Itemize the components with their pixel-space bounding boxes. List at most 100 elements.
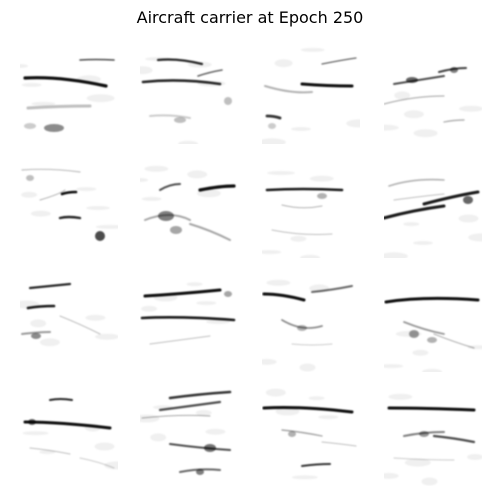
sample-image-11 <box>262 274 360 372</box>
ink-stroke <box>26 304 56 310</box>
ink-stroke <box>384 204 446 220</box>
ink-blob <box>419 431 429 437</box>
ink-blob <box>24 123 36 129</box>
noise-blob <box>22 431 49 436</box>
ink-stroke <box>28 282 72 290</box>
ink-blob <box>409 330 419 338</box>
ink-blob <box>463 196 473 204</box>
sample-image-drawing <box>384 67 482 138</box>
sample-image-13 <box>20 388 118 486</box>
noise-blob <box>346 119 360 128</box>
sample-image-drawing <box>140 165 236 241</box>
ink-stroke <box>384 296 480 304</box>
noise-blob <box>308 396 325 401</box>
noise-blob <box>388 393 413 400</box>
noise-blob <box>21 191 38 198</box>
noise-blob <box>404 458 431 467</box>
noise-blob <box>186 282 203 287</box>
ink-stroke <box>149 335 211 345</box>
sample-image-drawing <box>140 57 232 144</box>
noise-blob <box>384 364 404 369</box>
noise-blob <box>274 59 293 68</box>
noise-blob <box>467 454 482 460</box>
ink-stroke <box>58 215 82 220</box>
ink-blob <box>170 226 182 234</box>
noise-blob <box>86 94 115 103</box>
ink-blob <box>196 469 204 475</box>
ink-stroke <box>393 75 445 85</box>
noise-blob <box>394 91 411 100</box>
ink-blob <box>268 123 276 129</box>
noise-blob <box>95 333 118 340</box>
ink-stroke <box>265 187 344 192</box>
noise-blob <box>178 140 199 144</box>
ink-stroke <box>311 285 353 293</box>
ink-blob <box>158 211 174 221</box>
ink-stroke <box>79 457 115 469</box>
sample-image-14 <box>140 388 238 486</box>
sample-image-5 <box>20 160 118 258</box>
ink-stroke <box>301 463 331 467</box>
ink-blob <box>297 325 307 331</box>
ink-stroke <box>149 114 191 119</box>
ink-stroke <box>168 390 232 400</box>
noise-blob <box>384 472 399 479</box>
sample-image-drawing <box>21 168 118 241</box>
ink-stroke <box>321 57 357 65</box>
noise-blob <box>94 442 115 451</box>
ink-blob <box>95 231 105 241</box>
ink-blob <box>224 291 232 297</box>
ink-blob <box>28 419 36 425</box>
ink-stroke <box>443 119 465 123</box>
ink-stroke <box>143 288 222 298</box>
noise-blob <box>413 129 438 138</box>
ink-stroke <box>388 178 445 187</box>
sample-image-15 <box>262 388 360 486</box>
ink-stroke <box>198 184 236 192</box>
sample-image-8 <box>384 160 482 258</box>
noise-blob <box>141 305 158 312</box>
sample-image-16 <box>384 388 482 486</box>
ink-stroke <box>159 183 181 191</box>
ink-stroke <box>433 333 475 349</box>
noise-blob <box>468 233 482 242</box>
noise-blob <box>76 187 97 192</box>
sample-image-drawing <box>384 393 482 486</box>
noise-blob <box>196 301 217 306</box>
figure-title: Aircraft carrier at Epoch 250 <box>136 8 364 27</box>
noise-blob <box>196 189 221 198</box>
noise-blob <box>384 252 408 258</box>
ink-blob <box>450 67 458 73</box>
noise-blob <box>262 358 277 365</box>
ink-blob <box>44 124 64 132</box>
noise-blob <box>384 124 399 131</box>
noise-blob <box>459 105 482 112</box>
noise-blob <box>413 241 433 245</box>
noise-blob <box>85 314 106 321</box>
noise-blob <box>262 250 282 255</box>
ink-stroke <box>422 190 480 206</box>
ink-stroke <box>59 315 101 335</box>
ink-stroke <box>156 58 204 66</box>
ink-stroke <box>321 441 357 447</box>
ink-stroke <box>79 58 115 61</box>
ink-stroke <box>60 190 78 196</box>
sample-image-drawing <box>262 279 353 372</box>
sample-image-12 <box>384 274 482 372</box>
sample-image-drawing <box>20 58 115 132</box>
ink-blob <box>174 117 186 123</box>
noise-blob <box>140 178 148 182</box>
ink-stroke <box>158 400 222 412</box>
ink-stroke <box>26 104 92 110</box>
ink-stroke <box>262 292 306 302</box>
noise-blob <box>30 319 47 328</box>
ink-blob <box>288 431 296 437</box>
ink-blob <box>317 193 327 199</box>
ink-stroke <box>39 189 66 201</box>
sample-image-3 <box>262 46 360 144</box>
sample-image-6 <box>140 160 238 258</box>
noise-blob <box>39 338 60 347</box>
noise-blob <box>412 349 429 356</box>
noise-blob <box>150 433 167 442</box>
